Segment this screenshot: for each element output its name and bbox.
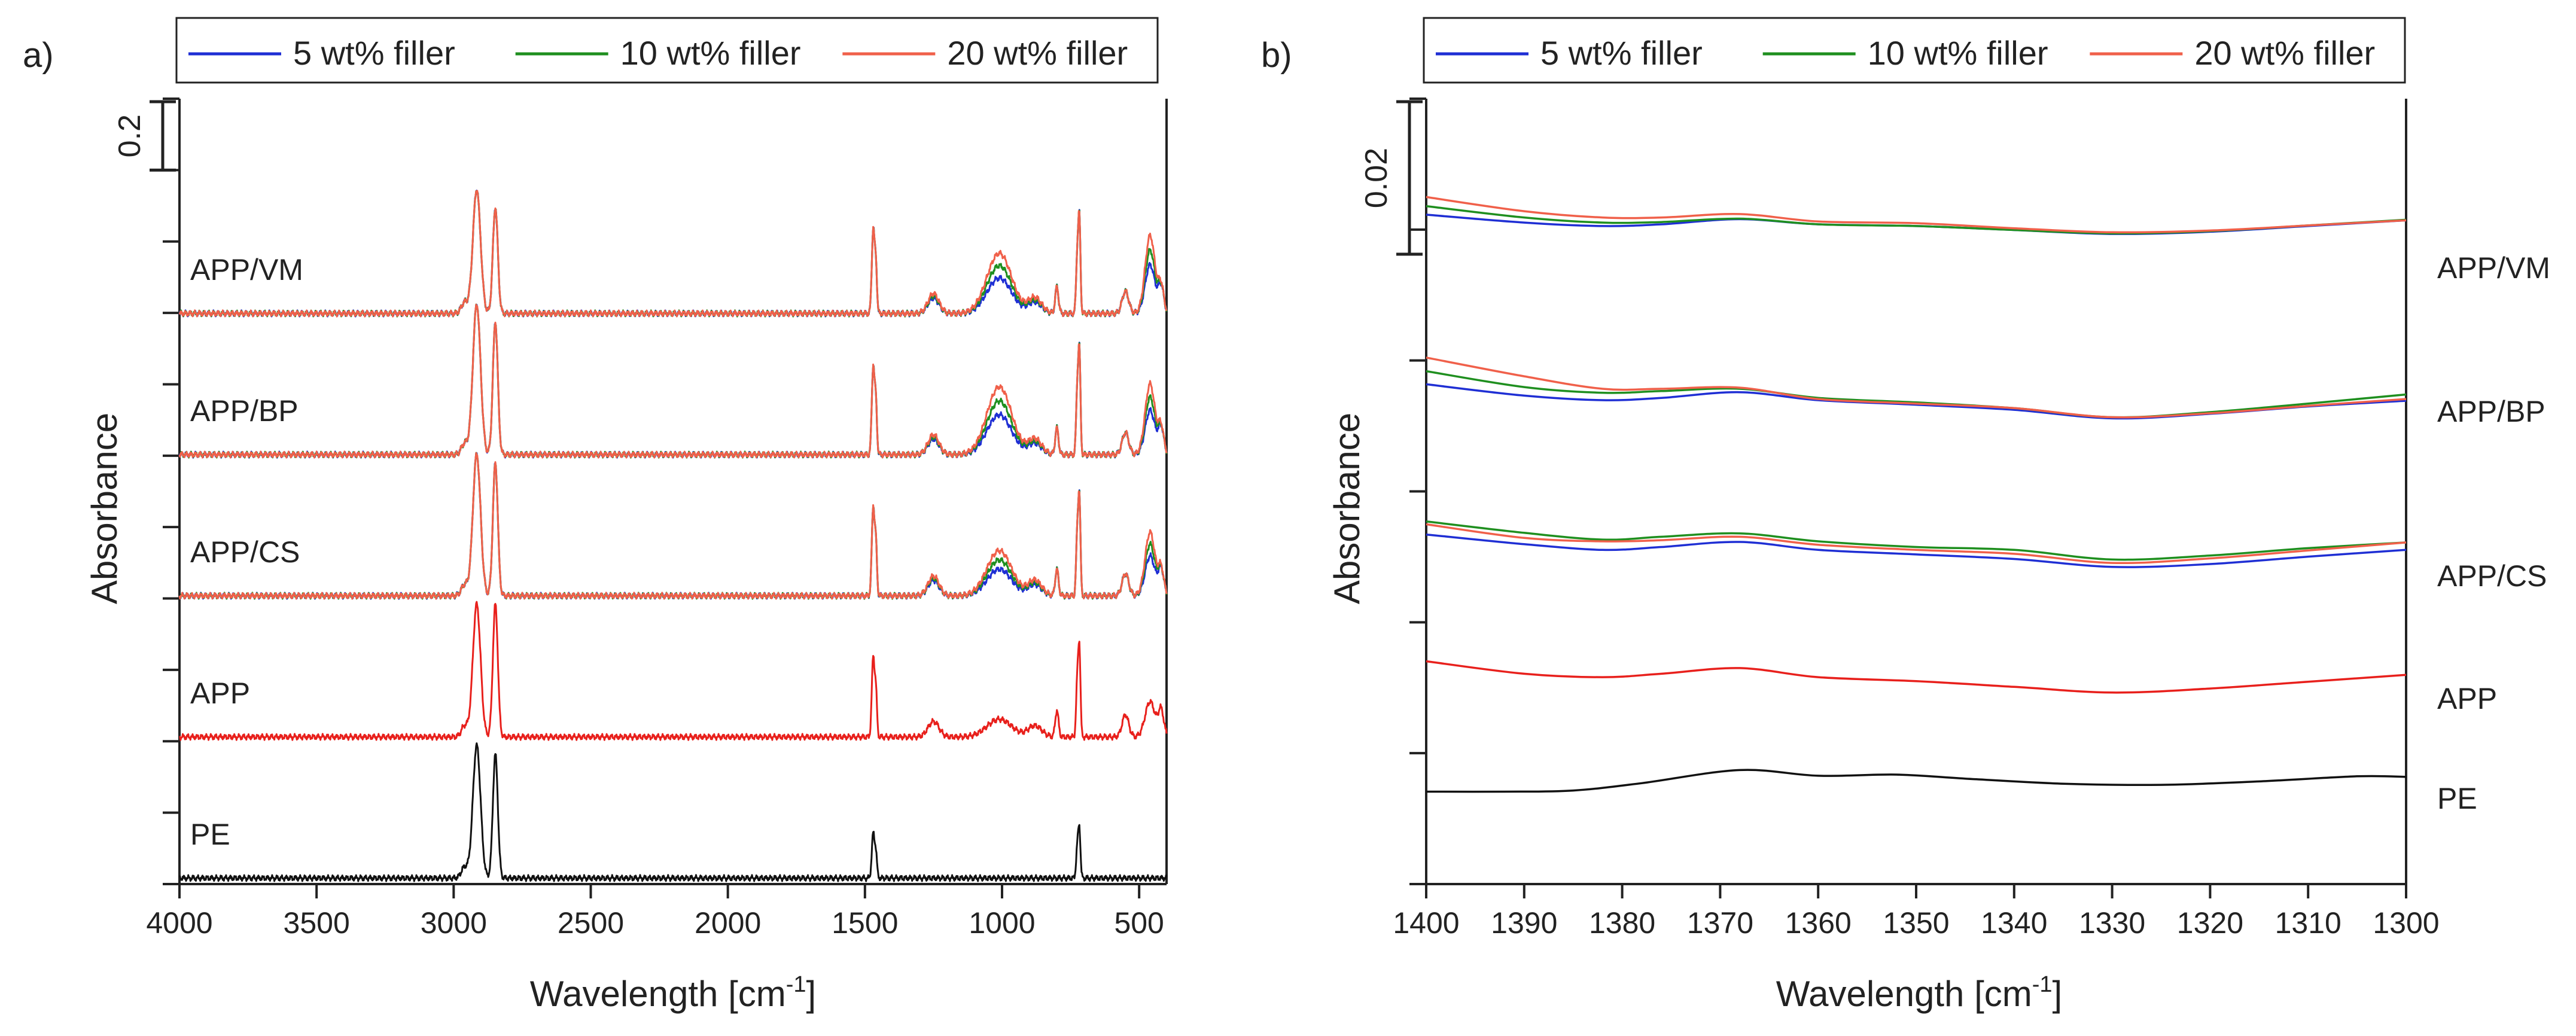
- panel-b-y-ticks: [1409, 97, 1426, 885]
- panel-a-legend: 5 wt% filler 10 wt% filler 20 wt% filler: [175, 17, 1159, 84]
- panel-a-x-tick-label: 3000: [421, 906, 487, 940]
- panel-a-x-tick-label: 2500: [558, 906, 624, 940]
- panel-a-sample-label: APP/BP: [190, 394, 299, 428]
- panel-b-x-tick-label: 1340: [1981, 906, 2047, 940]
- panel-b-sample-label: PE: [2437, 782, 2477, 815]
- panel-b-label: b): [1261, 36, 1292, 75]
- panel-b-spectrum-app: [1426, 660, 2407, 694]
- panel-a-sample-label: PE: [190, 818, 230, 851]
- panel-b-legend-label: 10 wt% filler: [1868, 34, 2048, 72]
- panel-a-y-axis-title: Absorbance: [84, 413, 124, 604]
- panel-a-scale-bar: 0.2: [112, 100, 176, 172]
- panel-b-spectrum-app-bp: [1426, 356, 2407, 419]
- panel-a-spectrum-app-cs: [178, 452, 1168, 600]
- panel-a-spectra: [178, 190, 1168, 882]
- panel-b-legend: 5 wt% filler 10 wt% filler 20 wt% filler: [1423, 17, 2406, 84]
- panel-a-x-tick-label: 1000: [969, 906, 1035, 940]
- panel-a-spectrum-app-cs: [178, 452, 1168, 600]
- panel-a-spectrum-app: [179, 601, 1168, 741]
- panel-b: b) 5 wt% filler 10 wt% filler 20 wt% fille…: [1261, 17, 2550, 1014]
- panel-b-spectra: [1426, 196, 2407, 793]
- panel-a-x-tick-label: 3500: [284, 906, 350, 940]
- panel-b-spectrum-pe: [1426, 769, 2407, 793]
- panel-b-legend-label: 5 wt% filler: [1540, 34, 1703, 72]
- panel-a-sample-label: APP: [190, 677, 250, 710]
- panel-a-x-tick-label: 2000: [695, 906, 761, 940]
- panel-b-spectrum-app-vm: [1426, 214, 2407, 235]
- panel-a-label: a): [23, 36, 54, 75]
- panel-a-scale-bar-label: 0.2: [112, 114, 147, 157]
- panel-a-sample-label: APP/VM: [190, 253, 303, 287]
- panel-a-x-ticks: 4000 3500 3000 2500 2000 1500 1000 500: [146, 884, 1164, 940]
- panel-b-x-tick-label: 1350: [1883, 906, 1949, 940]
- panel-a-legend-label: 5 wt% filler: [293, 34, 455, 72]
- panel-a: a) 5 wt% filler 10 wt% filler 20 wt% fille…: [23, 17, 1168, 1014]
- panel-b-sample-label: APP: [2437, 682, 2497, 715]
- panel-b-scale-bar-label: 0.02: [1359, 148, 1394, 208]
- panel-a-x-axis-title-main: Wavelength [cm: [530, 974, 786, 1014]
- panel-b-legend-label: 20 wt% filler: [2194, 34, 2375, 72]
- panel-b-spectrum-app-vm: [1426, 196, 2407, 234]
- panel-a-x-tick-label: 500: [1114, 906, 1164, 940]
- panel-a-x-axis-title-superscript: -1: [786, 972, 806, 997]
- panel-a-x-axis-title: Wavelength [cm-1]: [530, 972, 816, 1014]
- panel-a-x-axis-title-close: ]: [806, 974, 817, 1014]
- panel-b-spectrum-app-bp: [1426, 383, 2407, 420]
- panel-b-x-axis-title-superscript: -1: [2032, 972, 2053, 997]
- panel-a-spectrum-app-cs: [178, 452, 1168, 600]
- panel-b-scale-bar: 0.02: [1359, 100, 1423, 256]
- panel-a-spectrum-app-vm: [178, 190, 1168, 318]
- panel-a-legend-label: 20 wt% filler: [947, 34, 1128, 72]
- panel-a-x-tick-label: 1500: [832, 906, 898, 940]
- panel-a-sample-label: APP/CS: [190, 535, 300, 569]
- panel-b-x-axis-title-main: Wavelength [cm: [1776, 974, 2032, 1014]
- panel-b-x-tick-label: 1300: [2373, 906, 2439, 940]
- panel-b-legend-box: [1423, 17, 2406, 84]
- panel-b-sample-label: APP/VM: [2437, 251, 2550, 285]
- panel-a-x-tick-label: 4000: [146, 906, 212, 940]
- panel-b-x-axis-title: Wavelength [cm-1]: [1776, 972, 2062, 1014]
- panel-b-sample-label: APP/CS: [2437, 559, 2547, 593]
- panel-b-spectrum-app-cs: [1426, 523, 2407, 565]
- panel-b-x-ticks: 1400 1390 1380 1370 1360 1350 1340 1330 1320 1310…: [1393, 884, 2440, 940]
- panel-b-x-tick-label: 1400: [1393, 906, 1459, 940]
- panel-b-x-tick-label: 1310: [2275, 906, 2341, 940]
- panel-b-x-axis-title-close: ]: [2053, 974, 2063, 1014]
- panel-a-sample-labels: APP/VM APP/BP APP/CS APP PE: [190, 253, 303, 851]
- panel-b-x-tick-label: 1320: [2177, 906, 2243, 940]
- panel-b-x-tick-label: 1330: [2079, 906, 2145, 940]
- panel-a-plot: [178, 99, 1168, 885]
- panel-a-spectrum-pe: [178, 742, 1168, 882]
- panel-b-sample-labels: APP/VM APP/BP APP/CS APP PE: [2437, 251, 2550, 815]
- panel-b-x-tick-label: 1390: [1491, 906, 1557, 940]
- panel-b-spectrum-app-cs: [1426, 520, 2407, 561]
- panel-a-spectrum-app-vm: [178, 190, 1168, 318]
- panel-b-spectrum-app-cs: [1426, 533, 2407, 568]
- panel-a-legend-label: 10 wt% filler: [620, 34, 801, 72]
- panel-b-x-tick-label: 1360: [1785, 906, 1852, 940]
- panel-a-legend-box: [175, 17, 1159, 84]
- panel-b-x-tick-label: 1380: [1589, 906, 1655, 940]
- panel-b-sample-label: APP/BP: [2437, 395, 2545, 428]
- panel-b-x-tick-label: 1370: [1687, 906, 1753, 940]
- panel-b-spectrum-app-vm: [1426, 205, 2407, 234]
- panel-b-spectrum-app-bp: [1426, 370, 2407, 419]
- panel-a-spectrum-app-bp: [178, 303, 1168, 459]
- panel-a-y-ticks: [163, 97, 179, 885]
- panel-b-y-axis-title: Absorbance: [1327, 413, 1367, 604]
